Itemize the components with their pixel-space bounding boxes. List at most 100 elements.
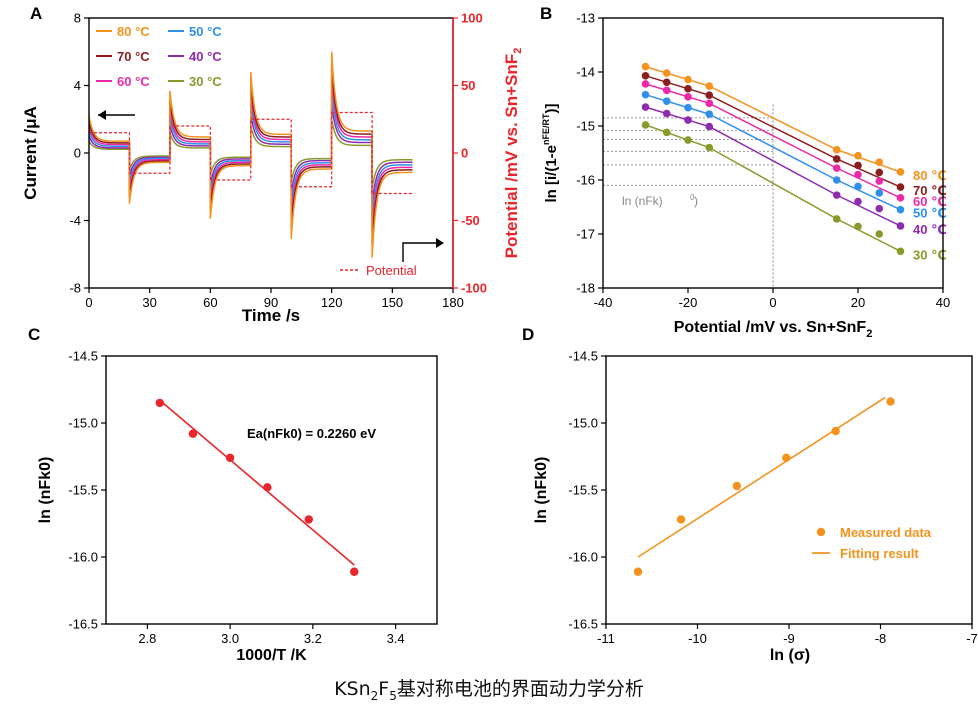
c-y-tick-label: -15.5 — [68, 483, 98, 498]
fit-line-60 — [645, 83, 710, 105]
legend-label-40: 40 °C — [189, 49, 222, 64]
legend-label-50: 50 °C — [189, 24, 222, 39]
d-x-tick-label: -9 — [783, 631, 795, 646]
panel-label-a: A — [30, 4, 42, 23]
data-point-50 — [896, 205, 905, 214]
data-point-30 — [832, 215, 841, 223]
x-axis-title-a: Time /s — [242, 306, 300, 325]
c-x-tick-label: 3.0 — [221, 631, 239, 646]
data-point-50 — [854, 182, 862, 191]
x-axis-title-c: 1000/T /K — [236, 647, 307, 664]
data-point-d — [831, 426, 840, 436]
legend-label-80: 80 °C — [117, 24, 150, 39]
data-point-80 — [832, 145, 841, 154]
data-point-80 — [641, 62, 650, 71]
y-axis-title-d: ln (nFk0) — [533, 457, 550, 524]
x-axis-title-d: ln (σ) — [770, 647, 810, 664]
data-point-70 — [662, 78, 671, 87]
y-axis-title-a: Current /μA — [21, 106, 40, 200]
b-y-tick-label: -14 — [576, 65, 595, 80]
intercept-annotation-paren: ) — [694, 194, 698, 208]
d-x-tick-label: -8 — [875, 631, 887, 646]
legend-label-60: 60 °C — [117, 74, 150, 89]
data-point-80 — [875, 158, 884, 166]
data-point-80 — [662, 69, 671, 77]
data-point-80 — [684, 75, 692, 84]
data-point-40 — [875, 204, 884, 213]
panel-label-b: B — [540, 4, 552, 23]
c-x-tick-label: 3.2 — [304, 631, 322, 646]
a-y-tick-label: 8 — [74, 11, 81, 26]
series-label-40: 40 ℃ — [913, 222, 947, 237]
arrow-right-head — [436, 238, 444, 248]
fit-line-50 — [836, 179, 901, 211]
fit-line-30 — [645, 124, 710, 149]
b-y-tick-label: -13 — [576, 11, 595, 26]
data-point-80 — [854, 151, 862, 160]
b-x-tick-label: 20 — [851, 295, 865, 310]
data-point-50 — [832, 176, 841, 184]
b-y-tick-label: -15 — [576, 119, 595, 134]
b-y-tick-label: -17 — [576, 227, 595, 242]
data-point-c — [350, 567, 359, 576]
activation-energy-annotation: Ea(nFk0) = 0.2260 eV — [247, 426, 376, 441]
y-axis-title-a-right: Potential /mV vs. Sn+SnF2 — [502, 48, 524, 259]
data-point-60 — [832, 164, 841, 172]
data-point-30 — [705, 143, 714, 152]
a2-y-tick-label: 50 — [461, 78, 475, 93]
b-x-tick-label: -20 — [679, 295, 698, 310]
arrow-right — [402, 242, 440, 262]
b-x-tick-label: -40 — [594, 295, 613, 310]
d-y-tick-label: -15.0 — [568, 416, 598, 431]
panel-b: 80 ℃70 ℃60 ℃50 ℃40 ℃30 ℃-40 -20 0 20 40-18-1… — [541, 11, 950, 341]
d-x-tick-label: -10 — [688, 631, 707, 646]
data-point-50 — [705, 110, 714, 118]
fit-line-30 — [836, 218, 901, 252]
a2-y-tick-label: 0 — [461, 146, 468, 161]
data-point-40 — [854, 197, 862, 206]
current-series-80c — [88, 51, 413, 258]
a-y-tick-label: 0 — [74, 146, 81, 161]
data-point-70 — [641, 71, 650, 80]
data-point-80 — [896, 168, 905, 176]
series-label-60: 60 ℃ — [913, 194, 947, 209]
data-point-c — [304, 515, 313, 524]
superscript: nFE/RT — [541, 113, 551, 145]
intercept-annotation-sup: 0 — [690, 193, 695, 202]
fit-line-40 — [836, 194, 901, 227]
fit-line-c — [159, 399, 355, 566]
subscript: 2 — [512, 48, 524, 54]
d-y-tick-label: -16.5 — [568, 617, 598, 632]
data-point-60 — [705, 99, 714, 108]
panel-c: 2.8 3.0 3.2 3.4 -16.5 -16.0 -15.5 -15.0 -14.5 Ea(… — [37, 349, 438, 664]
fit-line-50 — [645, 93, 710, 115]
d-y-tick-label: -14.5 — [568, 349, 598, 364]
legend-marker-measured — [816, 527, 826, 537]
legend-label-fit: Fitting result — [840, 546, 919, 561]
c-x-tick-label: 2.8 — [138, 631, 156, 646]
a-x-tick-label: 30 — [142, 295, 156, 310]
data-point-d — [732, 481, 742, 491]
data-point-40 — [641, 103, 650, 111]
data-point-d — [633, 567, 643, 576]
data-point-40 — [896, 222, 905, 230]
a-x-tick-label: 150 — [381, 295, 403, 310]
y-title-tail: )] — [543, 103, 560, 113]
x-axis-title-b: Potential /mV vs. Sn+SnF2 — [674, 319, 873, 340]
fit-line-40 — [645, 106, 710, 128]
data-point-70 — [875, 168, 884, 177]
data-point-30 — [875, 230, 884, 238]
fit-line-80 — [836, 149, 901, 173]
data-point-30 — [662, 128, 671, 137]
a-y-tick-label: 4 — [74, 78, 81, 93]
panel-label-d: D — [522, 325, 534, 344]
a2-y-tick-label: 100 — [461, 11, 483, 26]
panel-a: 0 30 60 90 120 150 180 -8 -4 0 4 8 -100 -50 0 50 100 Time… — [21, 11, 524, 326]
b-y-tick-label: -16 — [576, 173, 595, 188]
subscript: 2 — [866, 328, 872, 340]
data-point-60 — [641, 80, 650, 88]
axes-c — [105, 355, 438, 625]
data-point-70 — [684, 84, 692, 93]
legend-label-70: 70 °C — [117, 49, 150, 64]
a-y-tick-label: -4 — [69, 213, 81, 228]
